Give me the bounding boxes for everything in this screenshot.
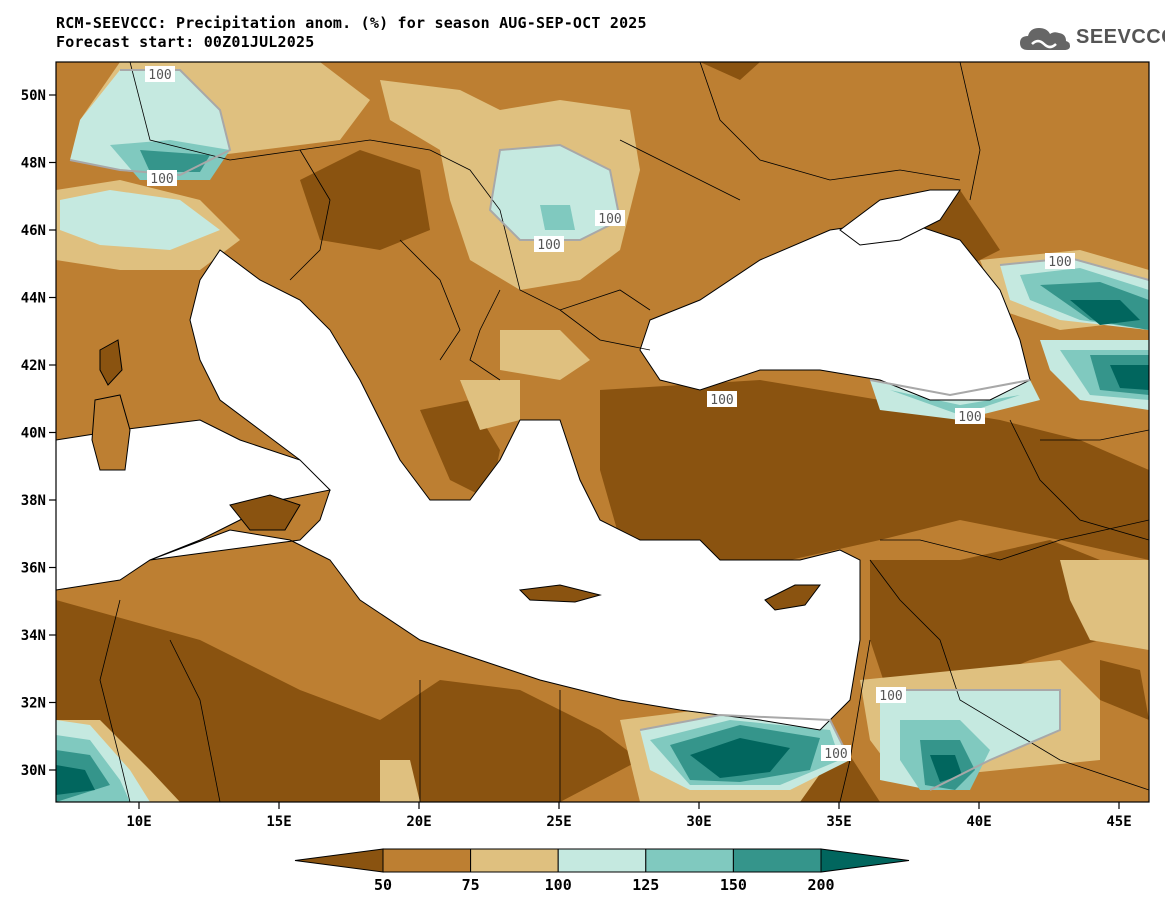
y-tick-label: 38N	[21, 493, 46, 509]
cloud-icon	[1020, 28, 1070, 50]
crete	[518, 584, 602, 603]
colorbar-label: 100	[545, 876, 572, 894]
islands	[91, 339, 821, 611]
cyprus	[764, 584, 821, 611]
x-tick-label: 20E	[406, 814, 431, 830]
y-tick-label: 48N	[21, 156, 46, 172]
y-tick-label: 44N	[21, 291, 46, 307]
y-tick-label: 34N	[21, 628, 46, 644]
x-tick-label: 45E	[1106, 814, 1131, 830]
x-tick-label: 35E	[826, 814, 851, 830]
contour-label-bg	[534, 236, 564, 252]
sicily	[229, 494, 301, 531]
colorbar-bin	[382, 848, 472, 873]
colorbar-label: 75	[462, 876, 480, 894]
contour-label: 100	[148, 68, 171, 83]
y-tick-label: 36N	[21, 561, 46, 577]
contour-label: 100	[537, 238, 560, 253]
title-line-2: Forecast start: 00Z01JUL2025	[56, 33, 315, 51]
contour-label-bg	[955, 408, 985, 424]
contour-label: 100	[1048, 255, 1071, 270]
contour-label-bg	[821, 745, 851, 761]
sardinia	[91, 394, 131, 471]
x-tick-label: 40E	[966, 814, 991, 830]
contour-label: 100	[150, 172, 173, 187]
colorbar-label: 125	[632, 876, 659, 894]
y-tick-label: 42N	[21, 358, 46, 374]
corsica	[99, 339, 123, 386]
y-tick-label: 30N	[21, 763, 46, 779]
colorbar-bin	[294, 848, 384, 873]
contour-100	[69, 69, 1149, 791]
contour-label-bg	[876, 687, 906, 703]
x-tick-label: 30E	[686, 814, 711, 830]
x-tick-label: 15E	[266, 814, 291, 830]
black-sea	[639, 219, 1031, 401]
contour-label: 100	[598, 212, 621, 227]
colorbar-bin	[557, 848, 647, 873]
colorbar-bin	[645, 848, 734, 873]
x-tick-label: 10E	[126, 814, 151, 830]
country-borders	[99, 62, 1149, 802]
logo-text: SEEVCCC	[1076, 26, 1165, 48]
y-axis: 50N 48N 46N 44N 42N 40N 38N 36N 34N 32N 30N	[21, 88, 56, 779]
colorbar-label: 200	[807, 876, 834, 894]
y-tick-label: 46N	[21, 223, 46, 239]
colorbar-label: 50	[374, 876, 392, 894]
y-tick-label: 32N	[21, 696, 46, 712]
colorbar-bin	[732, 848, 822, 873]
colorbar-bin	[470, 848, 559, 873]
sea-of-azov	[839, 189, 961, 246]
contour-label-bg	[595, 210, 625, 226]
contour-label: 100	[824, 747, 847, 762]
contour-label-bg	[145, 66, 175, 82]
map-field	[56, 62, 1149, 802]
colorbar-bin	[820, 848, 910, 873]
seas	[56, 189, 1031, 731]
y-tick-label: 50N	[21, 88, 46, 104]
x-axis: 10E 15E 20E 25E 30E 35E 40E 45E	[126, 802, 1132, 830]
x-tick-label: 25E	[546, 814, 571, 830]
y-tick-label: 40N	[21, 426, 46, 442]
seevccc-logo: SEEVCCC	[1018, 22, 1165, 58]
colorbar-label: 150	[720, 876, 747, 894]
map-title: RCM-SEEVCCC: Precipitation anom. (%) for…	[56, 14, 647, 52]
contour-labels: 100 100 100 100 100 100 100 100 100	[145, 66, 1075, 762]
contour-label: 100	[958, 410, 981, 425]
title-line-1: RCM-SEEVCCC: Precipitation anom. (%) for…	[56, 14, 647, 32]
extreme-wet-regions	[56, 300, 1149, 795]
contour-label: 100	[710, 393, 733, 408]
colorbar: 50 75 100 125 150 200	[294, 848, 910, 894]
contour-label: 100	[879, 689, 902, 704]
contour-label-bg	[1045, 253, 1075, 269]
contour-label-bg	[147, 170, 177, 186]
contour-label-bg	[707, 391, 737, 407]
